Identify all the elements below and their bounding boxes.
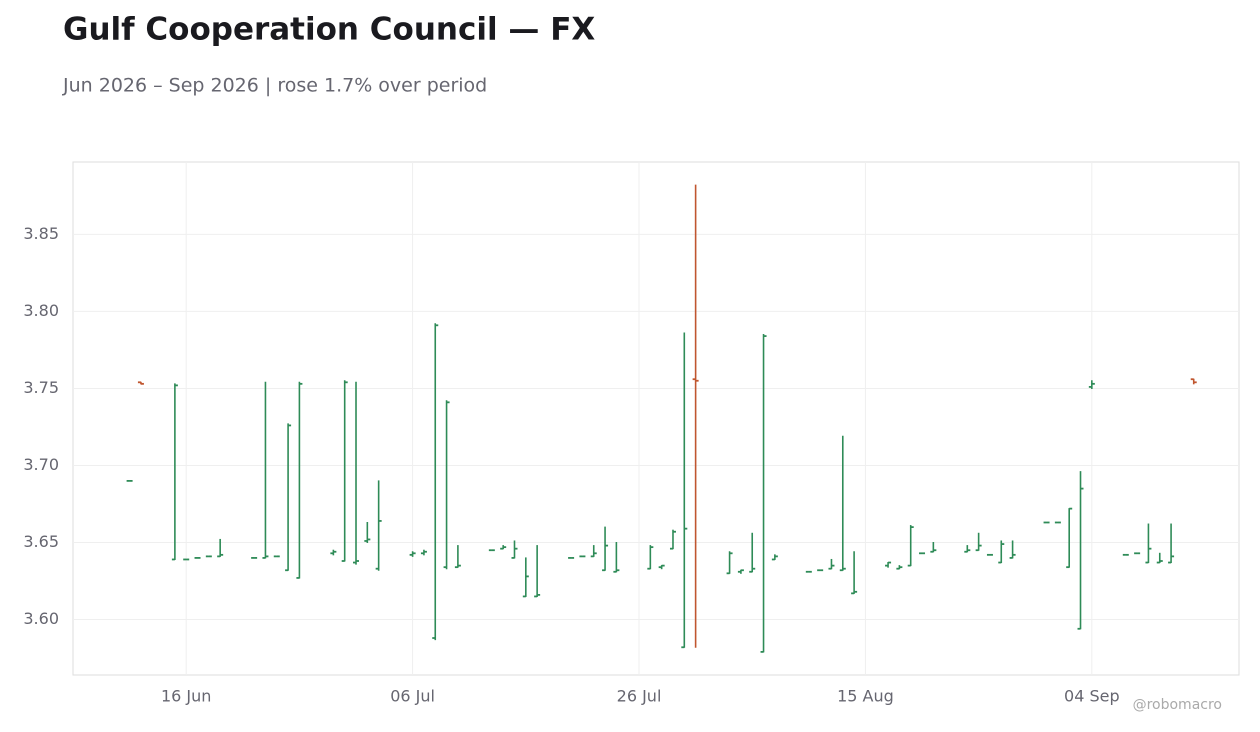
y-tick-label: 3.70 [23, 455, 59, 474]
plot-frame [72, 161, 1240, 676]
y-tick-label: 3.65 [23, 532, 59, 551]
y-tick-label: 3.85 [23, 224, 59, 243]
x-tick-label: 16 Jun [161, 687, 211, 706]
x-tick-label: 04 Sep [1064, 687, 1120, 706]
x-tick-label: 26 Jul [617, 687, 662, 706]
y-tick-label: 3.60 [23, 609, 59, 628]
watermark: @robomacro [1133, 697, 1222, 713]
chart-title: Gulf Cooperation Council — FX [63, 12, 595, 48]
y-tick-label: 3.80 [23, 301, 59, 320]
x-tick-label: 15 Aug [837, 687, 894, 706]
x-tick-label: 06 Jul [390, 687, 435, 706]
y-tick-label: 3.75 [23, 378, 59, 397]
chart-subtitle: Jun 2026 – Sep 2026 | rose 1.7% over per… [62, 75, 487, 97]
